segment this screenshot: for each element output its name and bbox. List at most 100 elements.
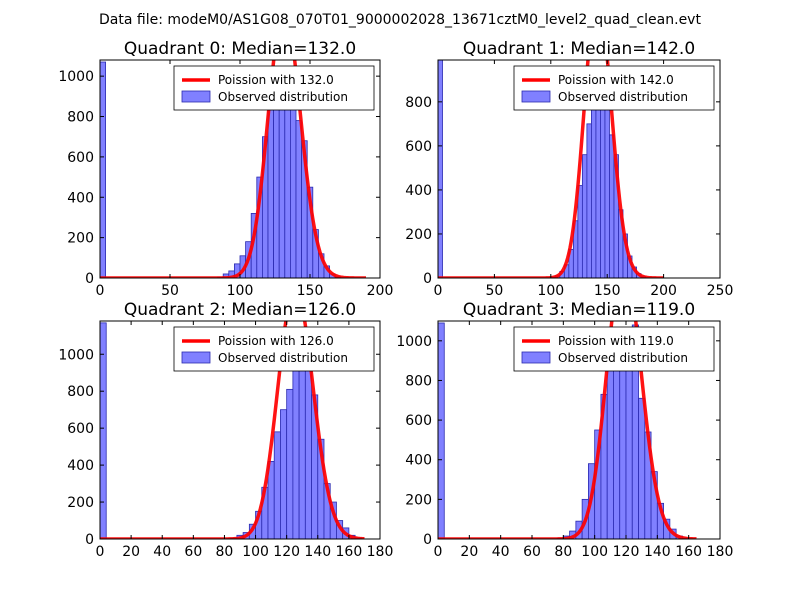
y-tick-label: 600: [67, 421, 94, 437]
x-tick-label: 200: [367, 283, 394, 299]
histogram-bar-zero-bin: [100, 61, 106, 278]
legend: Poission with 132.0 Observed distribution: [173, 65, 375, 111]
panel-title: Quadrant 1: Median=142.0: [463, 39, 695, 59]
quadrant-1-panel: 0 50 100 150 200 250 0 200 400 600 800 Quadrant 1: …: [405, 39, 734, 299]
x-tick-label: 50: [161, 283, 179, 299]
histogram-bar: [280, 409, 288, 539]
x-tick-label: 250: [707, 283, 734, 299]
x-tick-label: 100: [537, 283, 564, 299]
x-tick-label: 80: [216, 544, 234, 560]
x-tick-label: 50: [485, 283, 503, 299]
y-tick-label: 1000: [396, 334, 432, 350]
quadrant-3-panel: 0 20 40 60 80 100 120 140 160 180 0 200 400 600 800 100…: [396, 300, 734, 560]
x-tick-label: 180: [707, 544, 734, 560]
histogram-bar: [304, 353, 312, 539]
histogram-bar: [609, 134, 615, 278]
poisson-curve: [100, 60, 367, 278]
y-tick-label: 800: [405, 95, 432, 111]
histogram-bar: [604, 103, 610, 278]
y-tick-label: 400: [67, 458, 94, 474]
y-tick-label: 1000: [58, 347, 94, 363]
histogram-bar: [289, 104, 297, 278]
legend-line-label: Poission with 132.0: [218, 73, 334, 87]
y-tick-label: 0: [423, 271, 432, 287]
x-tick-label: 60: [523, 544, 541, 560]
legend-box: [173, 326, 375, 372]
y-tick-label: 200: [67, 231, 94, 247]
legend-bar-label: Observed distribution: [218, 351, 348, 365]
x-tick-label: 100: [581, 544, 608, 560]
histogram-bar: [292, 342, 300, 539]
panel-title: Quadrant 2: Median=126.0: [124, 300, 356, 320]
histogram-bar: [625, 364, 633, 539]
histogram-bar-zero-bin: [438, 322, 445, 539]
quadrant-0-panel: 0 50 100 150 200 0 200 400 600 800 1000 Quadrant 0:…: [58, 39, 394, 299]
y-tick-label: 800: [67, 110, 94, 126]
y-tick-label: 1000: [58, 69, 94, 85]
histogram-bar: [295, 120, 302, 278]
x-tick-label: 0: [434, 283, 443, 299]
x-tick-label: 60: [184, 544, 202, 560]
x-tick-label: 0: [96, 544, 105, 560]
legend-box: [513, 65, 715, 111]
x-tick-label: 100: [242, 544, 269, 560]
histogram-bar: [595, 94, 601, 278]
y-tick-label: 200: [405, 227, 432, 243]
histogram-bar: [600, 97, 606, 278]
x-tick-label: 120: [273, 544, 300, 560]
legend: Poission with 119.0 Observed distribution: [513, 326, 715, 372]
y-tick-label: 800: [67, 384, 94, 400]
y-tick-label: 800: [405, 373, 432, 389]
y-tick-label: 400: [405, 183, 432, 199]
x-tick-label: 20: [460, 544, 478, 560]
poisson-curve: [438, 321, 697, 539]
legend-line-label: Poission with 126.0: [218, 334, 334, 348]
legend-line-label: Poission with 142.0: [558, 73, 674, 87]
legend: Poission with 142.0 Observed distribution: [513, 65, 715, 111]
legend-bar-label: Observed distribution: [558, 90, 688, 104]
quadrant-2-panel: 0 20 40 60 80 100 120 140 160 180 0 200 400 600 800 100…: [58, 300, 394, 560]
y-tick-label: 0: [85, 532, 94, 548]
x-tick-label: 40: [492, 544, 510, 560]
y-tick-label: 0: [423, 532, 432, 548]
histogram-bar-zero-bin: [438, 60, 443, 278]
x-tick-label: 140: [644, 544, 671, 560]
axes-frame: [437, 320, 721, 540]
x-tick-label: 40: [153, 544, 171, 560]
y-tick-label: 400: [67, 190, 94, 206]
x-tick-label: 0: [96, 283, 105, 299]
axes-frame: [437, 59, 721, 279]
histogram-bar: [619, 368, 627, 539]
histogram-bar: [298, 350, 306, 539]
legend-box: [173, 65, 375, 111]
legend-bar-swatch: [521, 351, 551, 364]
x-tick-label: 0: [434, 544, 443, 560]
legend-bar-label: Observed distribution: [218, 90, 348, 104]
panel-title: Quadrant 0: Median=132.0: [124, 39, 356, 59]
x-tick-label: 160: [336, 544, 363, 560]
histogram-bar: [606, 348, 614, 539]
histogram-bar: [586, 123, 592, 278]
y-tick-label: 600: [405, 413, 432, 429]
axes-frame: [99, 320, 381, 540]
x-tick-label: 160: [675, 544, 702, 560]
figure-suptitle: Data file: modeM0/AS1G08_070T01_90000020…: [99, 12, 701, 28]
histogram-bar: [591, 83, 597, 278]
legend-bar-label: Observed distribution: [558, 351, 688, 365]
x-tick-label: 140: [304, 544, 331, 560]
x-tick-label: 180: [367, 544, 394, 560]
y-tick-label: 200: [405, 492, 432, 508]
histogram-bar: [286, 388, 294, 539]
histogram-bar: [284, 101, 291, 278]
histogram-bar: [267, 99, 274, 278]
y-tick-label: 200: [67, 495, 94, 511]
plot-area: [100, 321, 365, 539]
histogram-bar-zero-bin: [100, 322, 107, 539]
y-tick-label: 400: [405, 453, 432, 469]
legend-bar-swatch: [181, 90, 211, 103]
y-tick-label: 0: [85, 271, 94, 287]
legend-bar-swatch: [181, 351, 211, 364]
y-tick-label: 600: [67, 150, 94, 166]
